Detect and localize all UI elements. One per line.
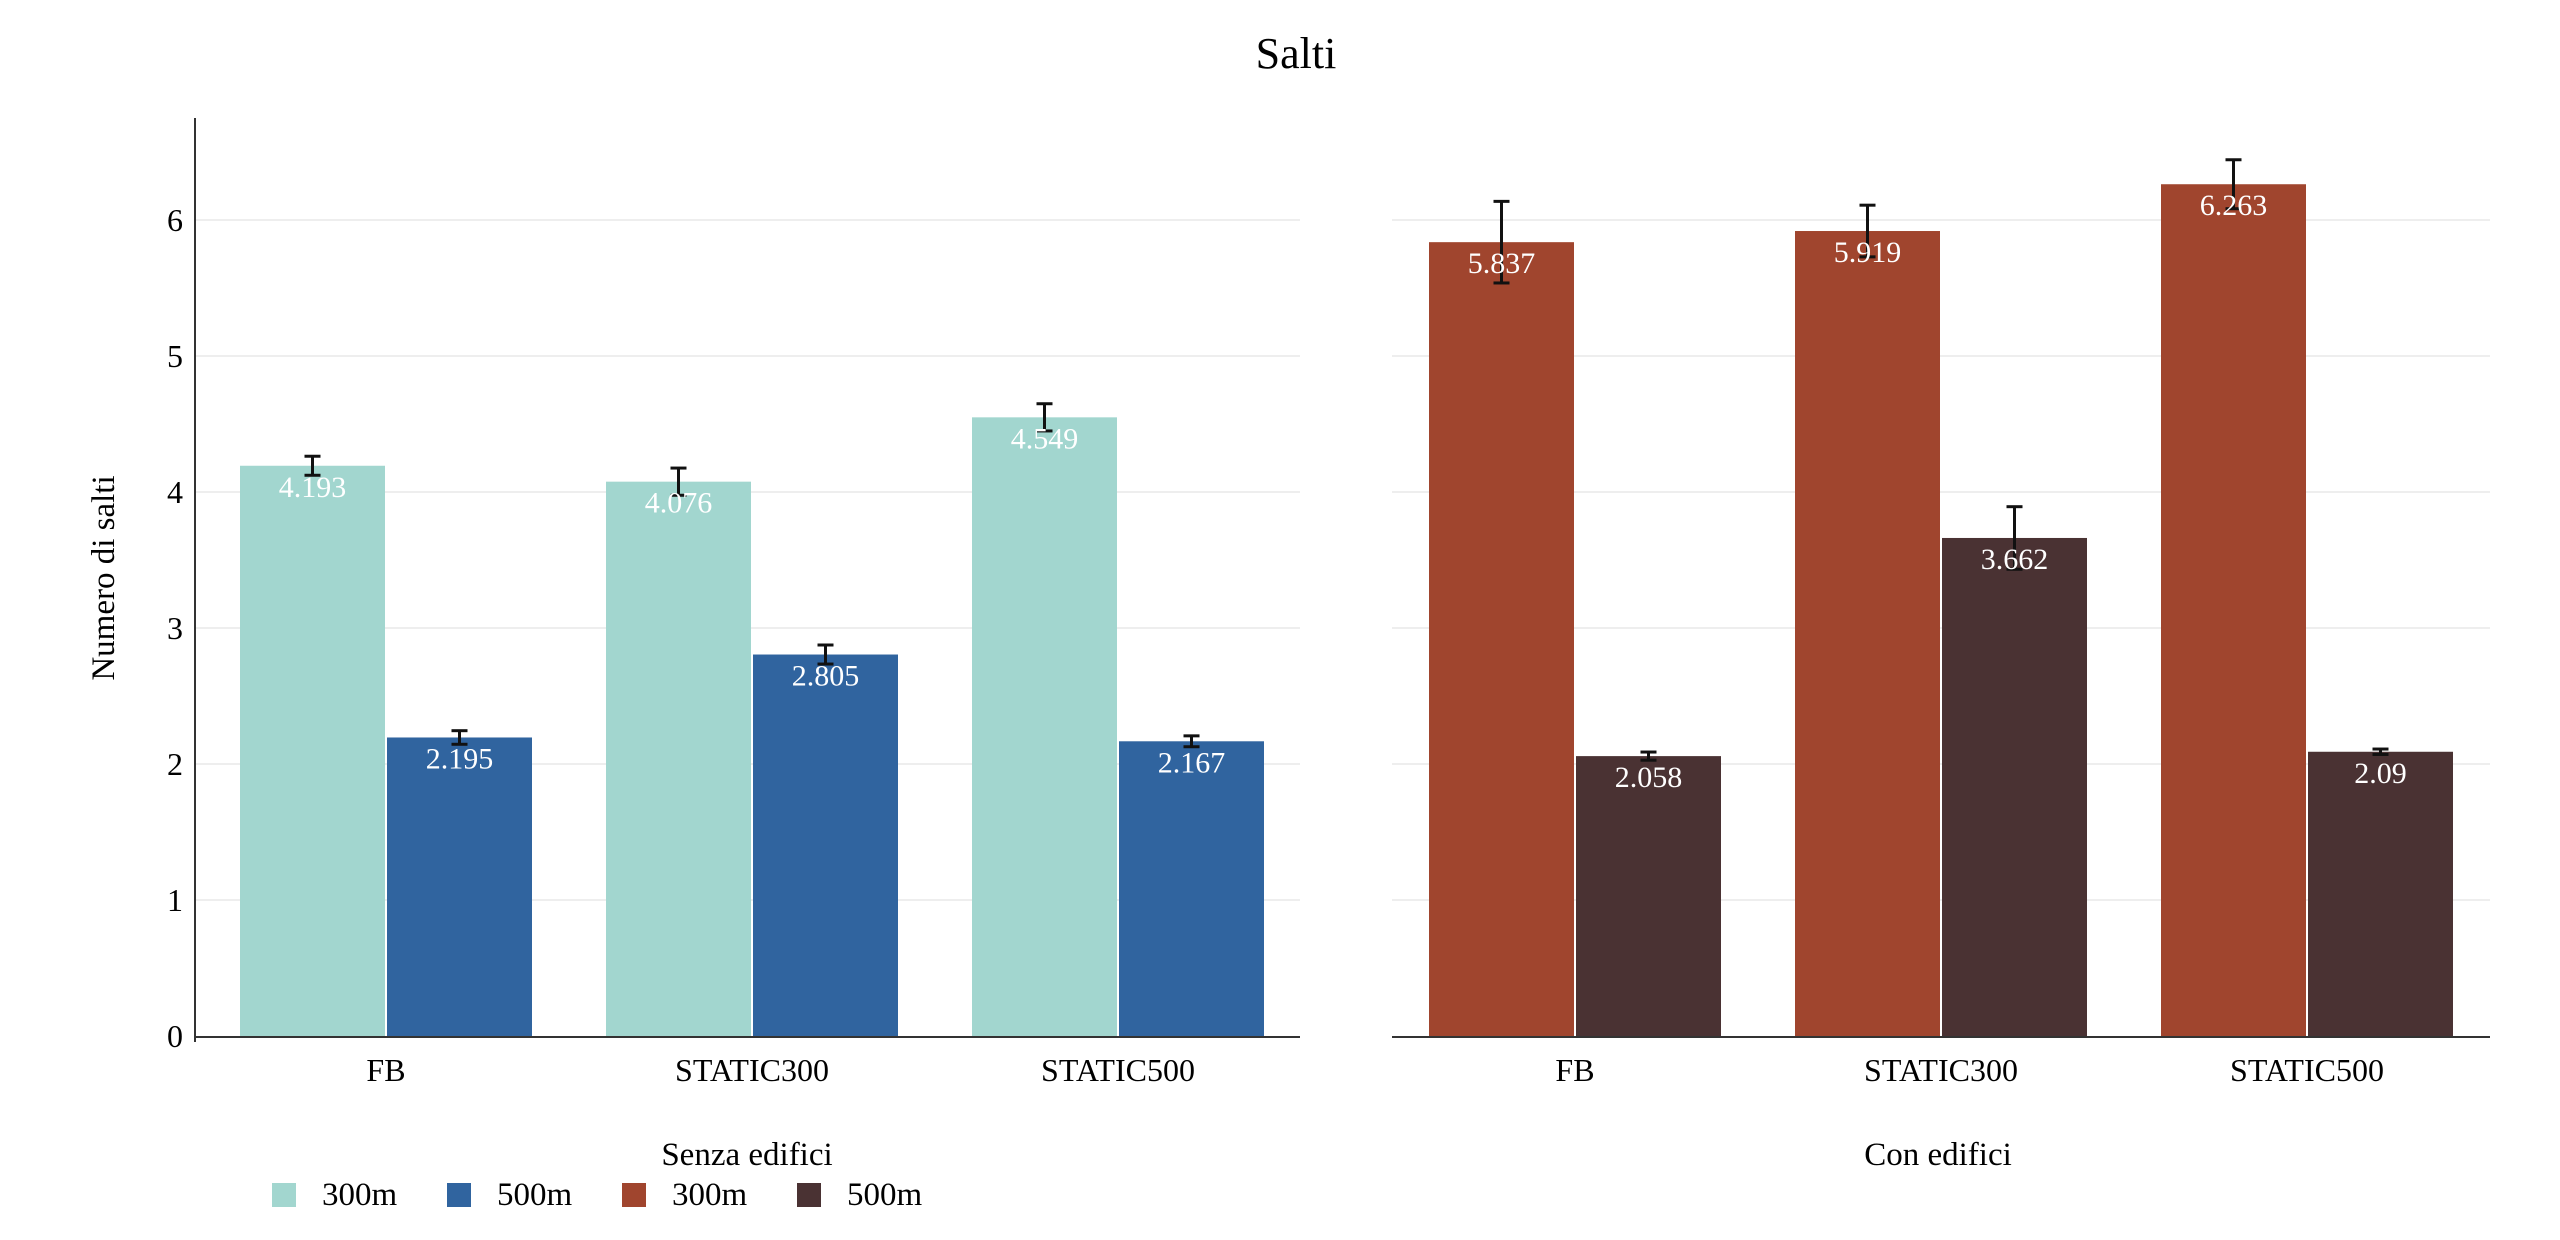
y-tick-label: 4 [167, 474, 183, 510]
bar-value-label: 2.058 [1615, 761, 1683, 794]
legend: 300m 500m 300m 500m [272, 1177, 923, 1213]
gridlines [195, 219, 2490, 901]
error-bar [2006, 505, 2023, 571]
bar [240, 465, 385, 1036]
x-tick-label: FB [1555, 1052, 1594, 1088]
legend-swatch [622, 1183, 646, 1207]
bar [1795, 231, 1940, 1037]
y-tick-label: 1 [167, 882, 183, 918]
x-tick-label: STATIC300 [1864, 1052, 2018, 1088]
x-tick-label: STATIC500 [1041, 1052, 1195, 1088]
legend-label: 500m [847, 1177, 923, 1213]
legend-label: 500m [497, 1177, 573, 1213]
y-tick-label: 6 [167, 202, 183, 238]
axes [194, 118, 2490, 1042]
bar [2161, 184, 2306, 1036]
y-ticks: 0 1 2 3 4 5 6 [167, 202, 183, 1054]
legend-label: 300m [322, 1177, 398, 1213]
bar [387, 737, 532, 1036]
x-tick-label: STATIC500 [2230, 1052, 2384, 1088]
x-axis-label-panel-1: Senza edifici [661, 1137, 832, 1173]
bar-value-label: 2.195 [426, 742, 494, 775]
bar [1429, 242, 1574, 1037]
chart-title: Salti [1256, 29, 1337, 78]
bar-value-label: 2.805 [792, 660, 860, 693]
error-bar [670, 466, 687, 497]
bar-value-label: 6.263 [2200, 189, 2268, 222]
x-ticks: FB STATIC300 STATIC500 FB STATIC300 STATIC500 [366, 1052, 2384, 1088]
x-axis-label-panel-2: Con edifici [1864, 1137, 2012, 1173]
bar-value-label: 2.167 [1158, 746, 1226, 779]
y-tick-label: 5 [167, 338, 183, 374]
error-bar [304, 454, 321, 477]
y-tick-label: 3 [167, 610, 183, 646]
y-tick-label: 0 [167, 1018, 183, 1054]
bar-value-label: 5.919 [1834, 236, 1902, 269]
bar [753, 654, 898, 1036]
error-bar [2372, 747, 2389, 756]
x-tick-label: STATIC300 [675, 1052, 829, 1088]
error-bar [1493, 199, 1510, 285]
error-bar [2225, 158, 2242, 211]
bar [972, 417, 1117, 1036]
legend-swatch [447, 1183, 471, 1207]
bar-value-label: 4.193 [279, 471, 347, 504]
y-tick-label: 2 [167, 746, 183, 782]
bar [1119, 741, 1264, 1036]
legend-label: 300m [672, 1177, 748, 1213]
bar-value-label: 4.549 [1011, 422, 1079, 455]
legend-swatch [272, 1183, 296, 1207]
bar-value-label: 4.076 [645, 487, 713, 520]
bar [606, 481, 751, 1036]
error-bar [451, 729, 468, 746]
bar [1942, 537, 2087, 1036]
bar-value-label: 5.837 [1468, 247, 1536, 280]
bar-value-label: 3.662 [1981, 543, 2049, 576]
bars: 4.193 2.195 4.076 2.805 4.549 2.167 5.837 2.058… [240, 158, 2453, 1037]
error-bar [817, 643, 834, 666]
bar [2308, 751, 2453, 1036]
error-bar [1183, 734, 1200, 749]
y-axis-label: Numero di salti [86, 475, 122, 680]
error-bar [1859, 203, 1876, 259]
x-tick-label: FB [366, 1052, 405, 1088]
bar [1576, 756, 1721, 1036]
error-bar [1036, 402, 1053, 433]
bar-value-label: 2.09 [2354, 757, 2407, 790]
legend-swatch [797, 1183, 821, 1207]
error-bar [1640, 750, 1657, 762]
